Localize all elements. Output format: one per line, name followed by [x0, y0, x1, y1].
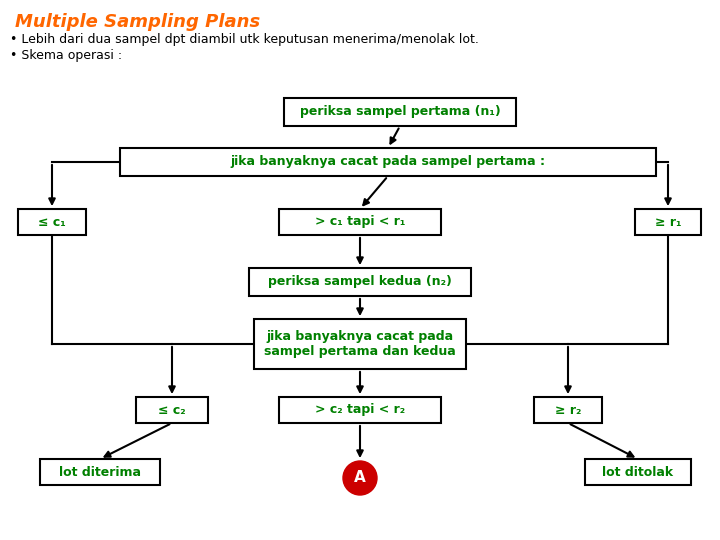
Text: jika banyaknya cacat pada sampel pertama :: jika banyaknya cacat pada sampel pertama…: [230, 156, 546, 168]
FancyBboxPatch shape: [249, 268, 471, 296]
Text: periksa sampel kedua (n₂): periksa sampel kedua (n₂): [268, 275, 452, 288]
FancyBboxPatch shape: [534, 397, 602, 423]
Text: ≥ r₁: ≥ r₁: [654, 215, 681, 228]
Text: lot ditolak: lot ditolak: [603, 465, 674, 478]
FancyBboxPatch shape: [136, 397, 208, 423]
Circle shape: [343, 461, 377, 495]
Text: ≥ r₂: ≥ r₂: [555, 403, 581, 416]
FancyBboxPatch shape: [18, 209, 86, 235]
Text: ≤ c₁: ≤ c₁: [38, 215, 66, 228]
FancyBboxPatch shape: [279, 397, 441, 423]
Text: A: A: [354, 470, 366, 485]
Text: ≤ c₂: ≤ c₂: [158, 403, 186, 416]
Text: > c₂ tapi < r₂: > c₂ tapi < r₂: [315, 403, 405, 416]
Text: > c₁ tapi < r₁: > c₁ tapi < r₁: [315, 215, 405, 228]
FancyBboxPatch shape: [254, 319, 466, 369]
FancyBboxPatch shape: [40, 459, 160, 485]
Text: • Skema operasi :: • Skema operasi :: [10, 49, 122, 62]
Text: jika banyaknya cacat pada
sampel pertama dan kedua: jika banyaknya cacat pada sampel pertama…: [264, 330, 456, 358]
FancyBboxPatch shape: [279, 209, 441, 235]
FancyBboxPatch shape: [585, 459, 691, 485]
Text: Multiple Sampling Plans: Multiple Sampling Plans: [15, 13, 260, 31]
Text: periksa sampel pertama (n₁): periksa sampel pertama (n₁): [300, 105, 500, 118]
FancyBboxPatch shape: [284, 98, 516, 126]
Text: lot diterima: lot diterima: [59, 465, 141, 478]
FancyBboxPatch shape: [635, 209, 701, 235]
FancyBboxPatch shape: [120, 148, 656, 176]
Text: • Lebih dari dua sampel dpt diambil utk keputusan menerima/menolak lot.: • Lebih dari dua sampel dpt diambil utk …: [10, 33, 479, 46]
